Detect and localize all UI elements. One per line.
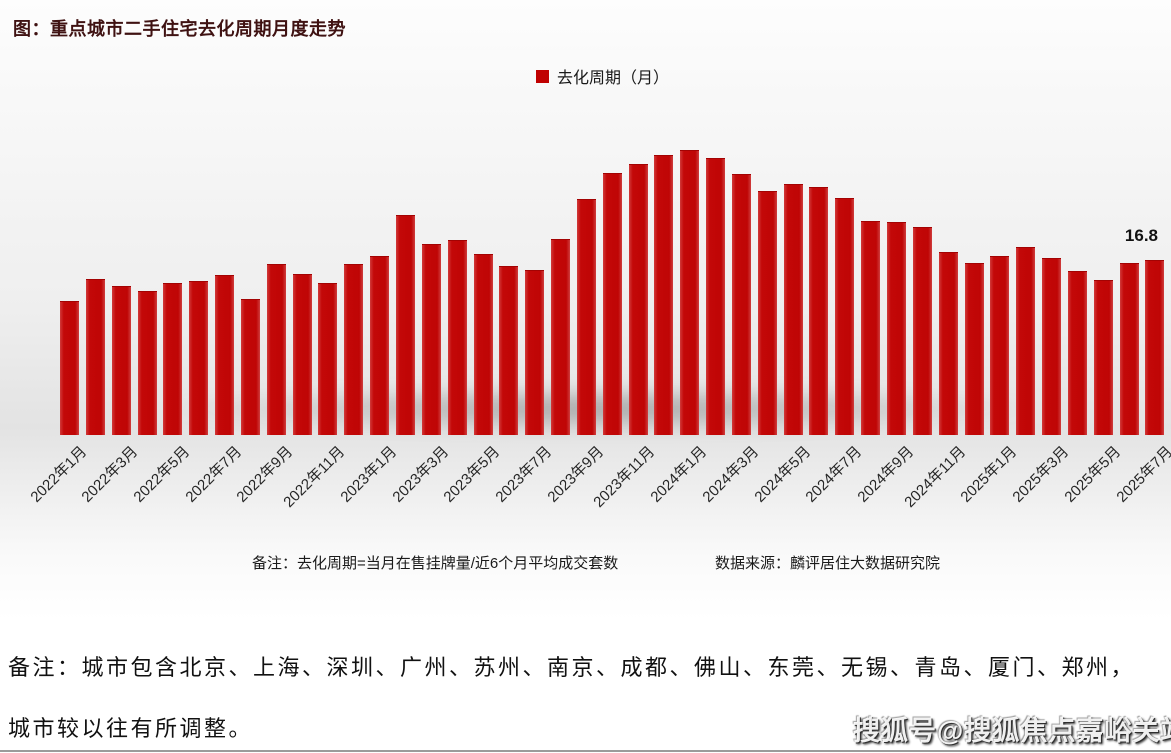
- bar-2025年1月: [990, 256, 1010, 435]
- bar-2024年10月: [912, 227, 932, 435]
- bar-2024年12月: [964, 262, 984, 435]
- bars: [60, 120, 1165, 435]
- bar-2023年2月: [395, 214, 415, 435]
- bar-2024年4月: [757, 190, 777, 435]
- bar-2024年7月: [835, 198, 855, 435]
- bar-2022年2月: [85, 279, 105, 435]
- bar-2022年10月: [292, 274, 312, 435]
- bar-2023年1月: [370, 256, 390, 435]
- bar-2025年5月: [1093, 280, 1113, 435]
- bar-2025年3月: [1042, 258, 1062, 435]
- x-tick-label: 2025年5月: [1061, 443, 1124, 506]
- bar-2023年4月: [447, 239, 467, 435]
- bar-2023年6月: [499, 265, 519, 435]
- chart-title: 图：重点城市二手住宅去化周期月度走势: [13, 19, 346, 39]
- bar-2025年7月: [1145, 260, 1165, 435]
- x-tick-label: 2023年5月: [440, 443, 504, 506]
- bar-2023年8月: [551, 238, 571, 435]
- x-tick-label: 2023年7月: [492, 443, 556, 506]
- bar-2025年4月: [1067, 270, 1087, 435]
- bar-2024年11月: [938, 252, 958, 435]
- legend: 去化周期（月）: [536, 64, 669, 88]
- chart-panel: 图：重点城市二手住宅去化周期月度走势 去化周期（月） 16.8 2022年1月 2…: [0, 0, 1171, 620]
- bar-2023年5月: [473, 254, 493, 435]
- bar-2022年1月: [60, 301, 79, 435]
- bar-2024年8月: [861, 221, 881, 435]
- bar-2023年10月: [602, 173, 622, 435]
- x-tick-label: 2024年1月: [647, 443, 711, 506]
- bar-2025年2月: [1016, 246, 1036, 435]
- bar-2022年11月: [318, 283, 338, 435]
- x-tick-label: 2025年3月: [1009, 443, 1073, 506]
- bar-2022年4月: [137, 290, 157, 435]
- bottom-divider: [0, 750, 1171, 752]
- x-tick-label: 2022年11月: [280, 443, 349, 511]
- x-tick-label: 2024年3月: [699, 443, 762, 506]
- bar-2024年1月: [680, 150, 700, 435]
- x-tick-label: 2023年1月: [337, 443, 400, 506]
- bar-2024年6月: [809, 186, 829, 435]
- legend-square-icon: [536, 69, 549, 83]
- x-tick-label: 2022年3月: [78, 443, 142, 506]
- bar-2022年7月: [215, 275, 235, 435]
- bar-2022年8月: [240, 298, 260, 435]
- bar-2025年6月: [1119, 262, 1139, 435]
- bar-2024年3月: [731, 174, 751, 435]
- bar-2023年3月: [421, 243, 441, 435]
- x-tick-label: 2024年9月: [854, 443, 918, 506]
- footer-note-line1: 备注：城市包含北京、上海、深圳、广州、苏州、南京、成都、佛山、东莞、无锡、青岛、…: [8, 655, 1136, 680]
- bar-2022年6月: [189, 281, 209, 435]
- legend-label: 去化周期（月）: [557, 70, 670, 87]
- x-tick-label: 2022年5月: [130, 443, 194, 506]
- watermark-sohu-account: 搜狐号@搜狐焦点嘉峪关站: [853, 716, 1171, 746]
- bar-2022年12月: [344, 263, 364, 435]
- bar-2022年3月: [111, 286, 131, 435]
- bar-2023年12月: [654, 154, 674, 435]
- bar-2023年7月: [525, 269, 545, 435]
- last-bar-value-label: 16.8: [1124, 226, 1158, 245]
- bar-2024年9月: [887, 222, 906, 435]
- bar-2022年5月: [163, 283, 183, 435]
- bar-2023年9月: [576, 199, 596, 435]
- chart-definition-note: 备注：去化周期=当月在售挂牌量/近6个月平均成交套数: [252, 555, 619, 572]
- bar-2024年2月: [706, 157, 726, 435]
- bar-2022年9月: [266, 263, 286, 435]
- bar-2023年11月: [628, 163, 648, 435]
- bar-2024年5月: [783, 183, 803, 435]
- footer-note-line2: 城市较以往有所调整。: [8, 716, 254, 741]
- data-source-note: 数据来源：麟评居住大数据研究院: [715, 555, 941, 572]
- x-tick-label: 2024年7月: [802, 443, 866, 506]
